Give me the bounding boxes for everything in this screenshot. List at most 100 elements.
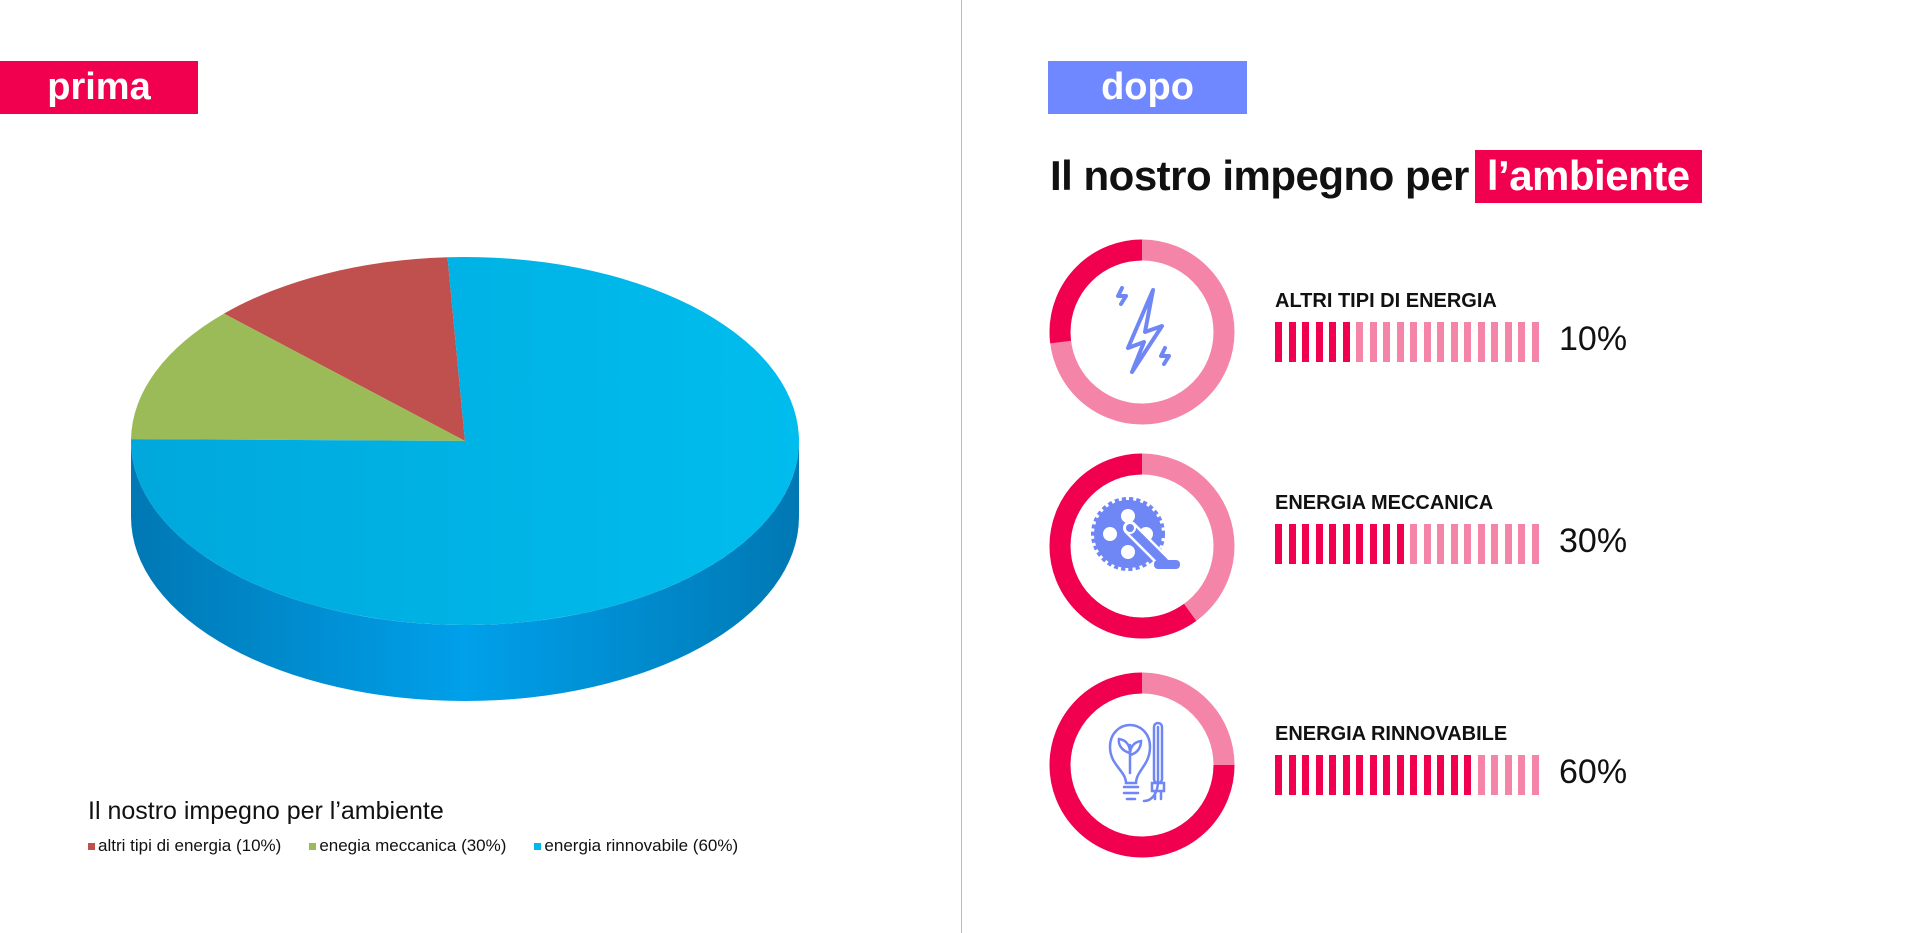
divider: [961, 0, 962, 933]
ring-fill-arc: [1049, 239, 1235, 425]
bar-segment: [1477, 322, 1485, 362]
bar-segment: [1342, 322, 1350, 362]
bar-segment: [1437, 755, 1444, 795]
bar-segment: [1342, 755, 1350, 795]
bar-segment: [1410, 322, 1417, 362]
percent-value: 10%: [1559, 320, 1628, 358]
bar-segment: [1315, 755, 1323, 795]
pie-slice-other: [223, 257, 465, 441]
ring-renewable: [1049, 672, 1235, 858]
legend: altri tipi di energia (10%) enegia mecca…: [88, 836, 738, 856]
bar-segment: [1356, 755, 1363, 795]
bar-segment: [1288, 322, 1296, 362]
progress-bar-other: [1275, 322, 1539, 362]
bar-segment: [1504, 524, 1512, 564]
bar-segment: [1518, 755, 1525, 795]
legend-swatch: [88, 842, 95, 850]
bar-segment: [1369, 755, 1377, 795]
bar-segment: [1518, 524, 1525, 564]
bar-segment: [1423, 755, 1431, 795]
percent-value: 30%: [1559, 522, 1628, 560]
percent-value: 60%: [1559, 753, 1628, 791]
bar-segment: [1369, 322, 1377, 362]
bar-segment: [1356, 322, 1363, 362]
bar-segment: [1518, 322, 1525, 362]
bar-segment: [1383, 755, 1390, 795]
bar-segment: [1302, 322, 1309, 362]
bar-segment: [1437, 322, 1444, 362]
bar-segment: [1288, 524, 1296, 564]
dopo-badge: dopo: [1048, 61, 1247, 114]
infographic-title: Il nostro impegno per l’ambiente: [1050, 150, 1702, 203]
bar-segment: [1410, 755, 1417, 795]
bar-segment: [1315, 524, 1323, 564]
bar-segment: [1275, 322, 1282, 362]
bar-segment: [1531, 322, 1539, 362]
pie-chart: [131, 256, 800, 701]
bar-segment: [1288, 755, 1296, 795]
bar-segment: [1342, 524, 1350, 564]
bar-segment: [1450, 322, 1458, 362]
legend-swatch: [309, 842, 317, 850]
lightning-bolt-icon: [1116, 286, 1171, 374]
bar-segment: [1491, 524, 1498, 564]
bar-segment: [1329, 322, 1336, 362]
bar-segment: [1423, 322, 1431, 362]
bar-segment: [1410, 524, 1417, 564]
bar-segment: [1396, 755, 1404, 795]
bar-segment: [1437, 524, 1444, 564]
row-label: ENERGIA MECCANICA: [1275, 492, 1494, 514]
legend-swatch: [534, 842, 542, 850]
bike-crank-gear-icon: [1091, 497, 1180, 571]
bar-segment: [1396, 322, 1404, 362]
eco-lightbulb-plug-icon: [1108, 721, 1166, 803]
legend-label: altri tipi di energia (10%): [98, 836, 282, 855]
prima-badge: prima: [0, 61, 198, 114]
bar-segment: [1302, 524, 1309, 564]
bar-segment: [1491, 322, 1498, 362]
progress-bar-mechanical: [1275, 524, 1539, 564]
bar-segment: [1369, 524, 1377, 564]
ring-mechanical: [1049, 453, 1235, 639]
bar-segment: [1464, 524, 1471, 564]
pie-side-renewable: [131, 441, 799, 701]
ring-other: [1049, 239, 1235, 425]
legend-item-renewable: energia rinnovabile (60%): [534, 836, 738, 856]
bar-segment: [1464, 322, 1471, 362]
bar-segment: [1423, 524, 1431, 564]
title-highlight: l’ambiente: [1474, 150, 1702, 203]
ring-fill-arc: [1049, 453, 1235, 639]
pie-slice-mechanical: [131, 313, 465, 441]
bar-segment: [1477, 524, 1485, 564]
progress-bar-renewable: [1275, 755, 1539, 795]
title-text: Il nostro impegno per: [1050, 152, 1469, 199]
bar-segment: [1329, 524, 1336, 564]
bar-segment: [1383, 322, 1390, 362]
bar-segment: [1491, 755, 1498, 795]
bar-segment: [1531, 755, 1539, 795]
bar-segment: [1477, 755, 1485, 795]
chart-title: Il nostro impegno per l’ambiente: [88, 797, 444, 825]
legend-item-other: altri tipi di energia (10%): [88, 836, 281, 856]
bar-segment: [1275, 524, 1282, 564]
bar-segment: [1329, 755, 1336, 795]
bar-segment: [1356, 524, 1363, 564]
legend-label: energia rinnovabile (60%): [544, 836, 739, 855]
bar-segment: [1302, 755, 1309, 795]
bar-segment: [1396, 524, 1404, 564]
bar-segment: [1464, 755, 1471, 795]
bar-segment: [1531, 524, 1539, 564]
legend-label: enegia meccanica (30%): [319, 836, 507, 855]
bar-segment: [1504, 322, 1512, 362]
pie-slice-renewable: [131, 256, 800, 625]
ring-fill-arc: [1049, 672, 1235, 858]
bar-segment: [1504, 755, 1512, 795]
bar-segment: [1275, 755, 1282, 795]
bar-segment: [1450, 524, 1458, 564]
bar-segment: [1383, 524, 1390, 564]
row-label: ENERGIA RINNOVABILE: [1275, 723, 1508, 745]
bar-segment: [1315, 322, 1323, 362]
legend-item-mechanical: enegia meccanica (30%): [309, 836, 506, 856]
bar-segment: [1450, 755, 1458, 795]
row-label: ALTRI TIPI DI ENERGIA: [1275, 290, 1497, 312]
